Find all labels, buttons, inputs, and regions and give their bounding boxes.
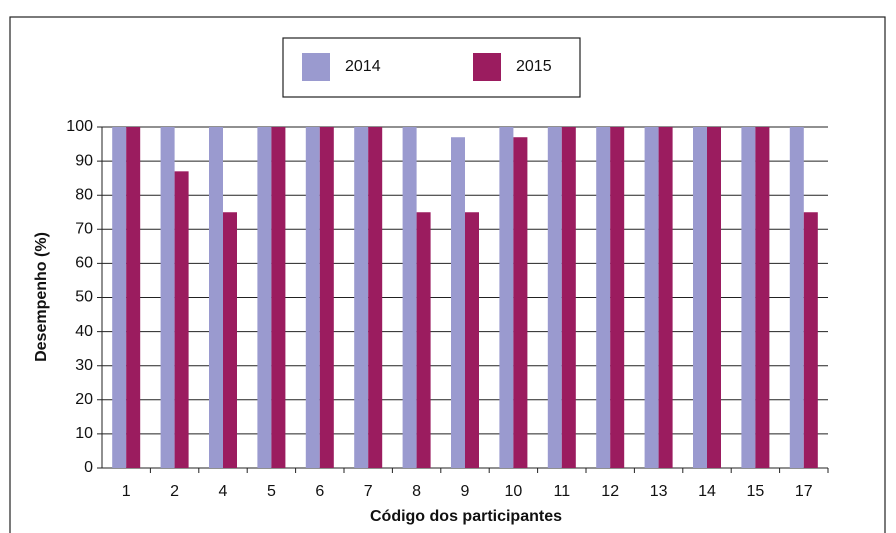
bar (658, 127, 673, 468)
bar (707, 127, 721, 468)
bar (126, 127, 141, 468)
bar (257, 127, 272, 468)
bar (112, 127, 127, 468)
x-tick-label: 6 (315, 483, 324, 500)
legend-swatch (473, 53, 501, 81)
bar (561, 127, 576, 468)
bar (319, 127, 334, 468)
bar (547, 127, 562, 468)
bar (755, 127, 770, 468)
x-tick-label: 15 (747, 483, 765, 500)
y-tick-label: 90 (75, 152, 93, 169)
bar (803, 212, 818, 468)
x-tick-label: 12 (601, 483, 619, 500)
bar (354, 127, 369, 468)
y-tick-label: 70 (75, 221, 93, 238)
x-tick-label: 5 (267, 483, 276, 500)
chart-frame (9, 16, 886, 533)
y-tick-label: 20 (75, 391, 93, 408)
bar (209, 127, 223, 468)
bar (451, 137, 465, 469)
x-tick-label: 8 (412, 483, 421, 500)
bar (741, 127, 756, 468)
x-tick-label: 10 (505, 483, 523, 500)
legend-box (282, 37, 581, 98)
y-tick-label: 60 (75, 255, 93, 272)
bar (596, 127, 611, 468)
bar (416, 212, 431, 468)
legend-swatch (302, 53, 330, 81)
bar (499, 127, 514, 468)
x-tick-label: 4 (219, 483, 228, 500)
bar (693, 127, 707, 468)
x-tick-label: 9 (461, 483, 470, 500)
x-tick-label: 1 (122, 483, 131, 500)
bar (223, 212, 237, 468)
bar (789, 127, 804, 468)
bar (160, 127, 175, 468)
y-tick-label: 50 (75, 289, 93, 306)
x-tick-label: 14 (698, 483, 716, 500)
bar (465, 212, 479, 468)
x-axis-label: Código dos participantes (370, 508, 562, 525)
bar (368, 127, 383, 468)
x-tick-label: 7 (364, 483, 373, 500)
legend-label: 2015 (516, 58, 552, 75)
y-tick-label: 10 (75, 425, 93, 442)
y-tick-label: 80 (75, 186, 93, 203)
y-tick-label: 40 (75, 323, 93, 340)
bar (174, 171, 189, 468)
legend-label: 2014 (345, 58, 381, 75)
x-tick-label: 13 (650, 483, 668, 500)
bar (513, 137, 528, 469)
y-tick-label: 100 (66, 118, 93, 135)
y-tick-label: 30 (75, 357, 93, 374)
y-tick-label: 0 (84, 459, 93, 476)
bar (644, 127, 659, 468)
x-tick-label: 11 (553, 483, 570, 500)
bar (271, 127, 286, 468)
bar (610, 127, 625, 468)
bar (305, 127, 320, 468)
x-tick-label: 2 (170, 483, 179, 500)
bar (402, 127, 417, 468)
x-tick-label: 17 (795, 483, 813, 500)
y-axis-label: Desempenho (%) (33, 232, 50, 362)
